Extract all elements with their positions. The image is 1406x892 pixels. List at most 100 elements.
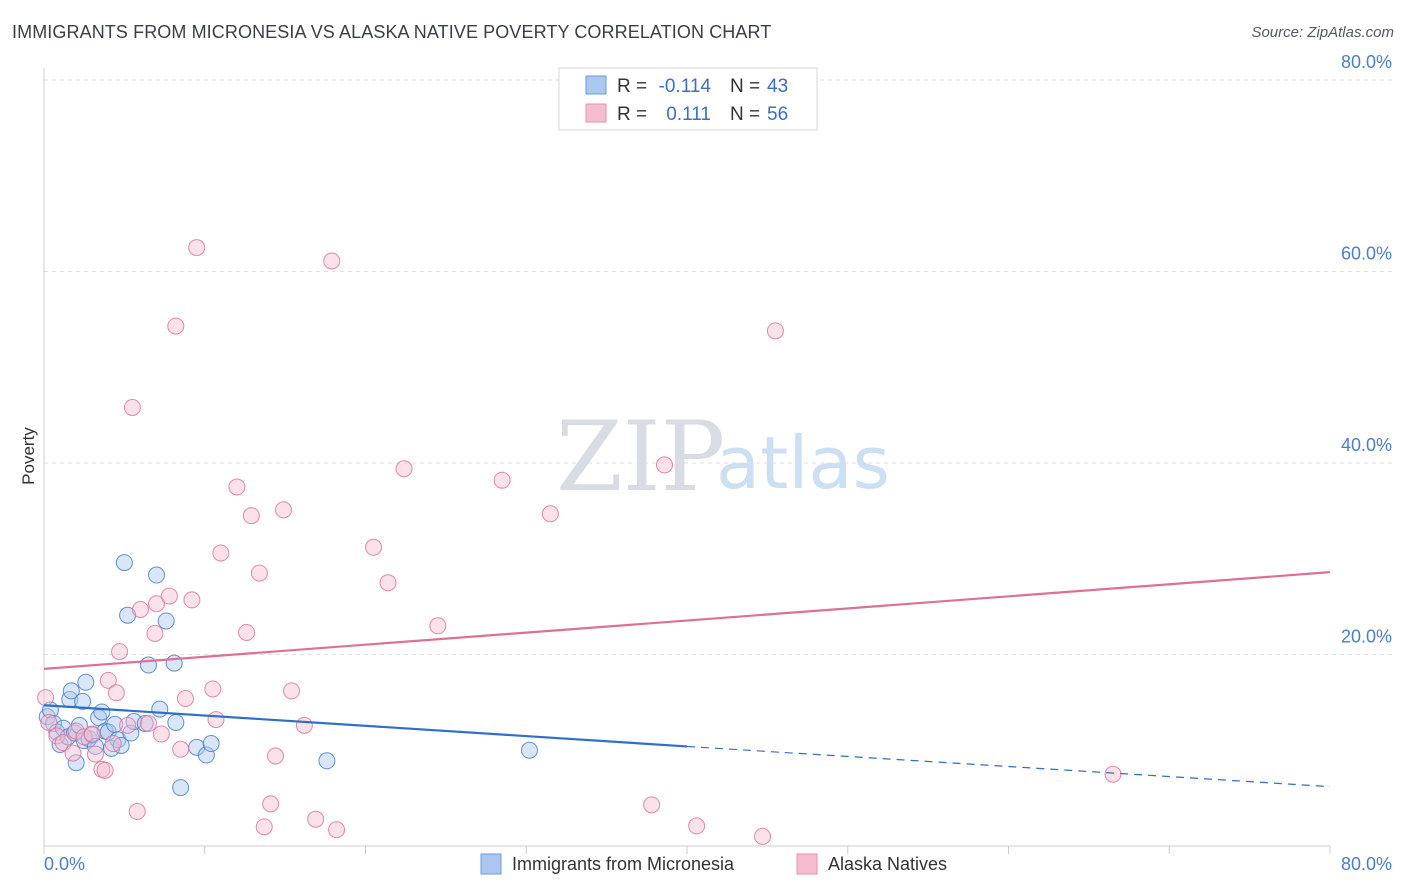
point-alaska-47 — [395, 460, 413, 478]
point-alaska-30 — [207, 711, 225, 729]
point-alaska-4 — [64, 744, 82, 762]
point-alaska-26 — [176, 690, 194, 708]
point-alaska-51 — [643, 796, 661, 814]
point-alaska-50 — [541, 505, 559, 523]
point-alaska-46 — [379, 574, 397, 592]
point-alaska-15 — [119, 716, 137, 734]
point-micronesia-34 — [165, 654, 183, 672]
point-alaska-56 — [1104, 765, 1122, 783]
point-alaska-49 — [493, 471, 511, 489]
point-alaska-36 — [255, 818, 273, 836]
chart-title: IMMIGRANTS FROM MICRONESIA VS ALASKA NAT… — [12, 22, 772, 42]
point-micronesia-39 — [202, 735, 220, 753]
trend-line-alaska — [43, 571, 1331, 670]
point-micronesia-40 — [318, 752, 336, 770]
watermark-zip: ZIP — [556, 401, 725, 513]
point-alaska-0 — [37, 689, 55, 707]
legend-n-value-2: 56 — [767, 104, 788, 125]
series-legend-label-alaska: Alaska Natives — [828, 854, 947, 874]
correlation-legend: R = -0.114 N = 43 R = 0.111 N = 56 — [558, 67, 818, 131]
point-alaska-40 — [283, 682, 301, 700]
point-alaska-24 — [167, 317, 185, 335]
point-micronesia-31 — [139, 656, 157, 674]
point-alaska-39 — [275, 501, 293, 519]
point-alaska-48 — [429, 617, 447, 635]
point-alaska-31 — [212, 544, 230, 562]
point-micronesia-41 — [520, 741, 538, 759]
legend-n-label-1: N = — [730, 76, 760, 97]
point-alaska-28 — [188, 239, 206, 257]
point-micronesia-29 — [115, 554, 133, 572]
point-alaska-23 — [160, 587, 178, 605]
point-micronesia-10 — [67, 754, 85, 772]
point-alaska-22 — [152, 725, 170, 743]
data-points — [37, 239, 1122, 845]
y-axis-tick-labels: 20.0% 40.0% 60.0% 80.0% — [1341, 52, 1392, 647]
point-micronesia-32 — [151, 700, 169, 718]
point-alaska-54 — [754, 827, 772, 845]
x-tick-label-min: 0.0% — [44, 854, 85, 874]
point-micronesia-35 — [167, 713, 185, 731]
point-alaska-29 — [204, 680, 222, 698]
series-legend-swatch-pink — [796, 853, 818, 875]
point-micronesia-33 — [157, 612, 175, 630]
point-alaska-52 — [655, 456, 673, 474]
point-alaska-33 — [238, 623, 256, 641]
y-tick-label-60: 60.0% — [1341, 244, 1392, 264]
point-alaska-10 — [96, 761, 114, 779]
point-alaska-45 — [365, 538, 383, 556]
point-alaska-38 — [266, 747, 284, 765]
legend-n-label-2: N = — [730, 104, 760, 125]
point-alaska-25 — [172, 740, 190, 758]
point-alaska-2 — [48, 727, 66, 745]
point-alaska-7 — [83, 725, 101, 743]
trend-line-micronesia-extrapolated — [686, 745, 1331, 788]
point-alaska-43 — [323, 252, 341, 270]
legend-r-value-2: 0.111 — [666, 104, 711, 125]
point-alaska-44 — [328, 821, 346, 839]
point-micronesia-8 — [62, 682, 80, 700]
y-tick-label-80: 80.0% — [1341, 52, 1392, 72]
point-alaska-34 — [242, 507, 260, 525]
point-micronesia-36 — [172, 779, 190, 797]
point-alaska-3 — [54, 734, 72, 752]
point-alaska-53 — [688, 817, 706, 835]
point-alaska-18 — [131, 600, 149, 618]
y-tick-label-40: 40.0% — [1341, 435, 1392, 455]
point-alaska-14 — [111, 643, 129, 661]
point-alaska-35 — [250, 564, 268, 582]
gridlines — [44, 79, 1392, 655]
point-alaska-32 — [228, 478, 246, 496]
point-alaska-19 — [139, 714, 157, 732]
legend-n-value-1: 43 — [767, 76, 788, 97]
point-alaska-37 — [262, 795, 280, 813]
point-alaska-21 — [148, 595, 166, 613]
legend-swatch-pink — [585, 103, 607, 123]
source-credit: Source: ZipAtlas.com — [1251, 24, 1394, 41]
point-micronesia-12 — [74, 692, 92, 710]
point-micronesia-14 — [77, 673, 95, 691]
x-axis-ticks — [43, 846, 1331, 854]
point-micronesia-42 — [148, 566, 166, 584]
series-legend-label-micronesia: Immigrants from Micronesia — [512, 854, 735, 874]
point-alaska-16 — [123, 398, 141, 416]
x-tick-label-max: 80.0% — [1341, 854, 1392, 874]
series-legend-swatch-blue — [480, 853, 502, 875]
point-alaska-8 — [86, 745, 104, 763]
trend-line-micronesia — [43, 704, 688, 748]
y-tick-label-20: 20.0% — [1341, 627, 1392, 647]
y-axis-label: Poverty — [19, 427, 38, 485]
point-alaska-42 — [307, 810, 325, 828]
legend-r-value-1: -0.114 — [659, 76, 712, 97]
point-alaska-11 — [99, 671, 117, 689]
point-alaska-17 — [128, 803, 146, 821]
legend-r-label-2: R = — [617, 104, 647, 125]
point-micronesia-19 — [93, 703, 111, 721]
point-alaska-12 — [104, 735, 122, 753]
point-alaska-1 — [40, 713, 58, 731]
legend-swatch-blue — [585, 75, 607, 95]
point-alaska-41 — [295, 716, 313, 734]
watermark: ZIP atlas — [556, 401, 890, 513]
point-alaska-55 — [766, 322, 784, 340]
point-alaska-27 — [183, 591, 201, 609]
